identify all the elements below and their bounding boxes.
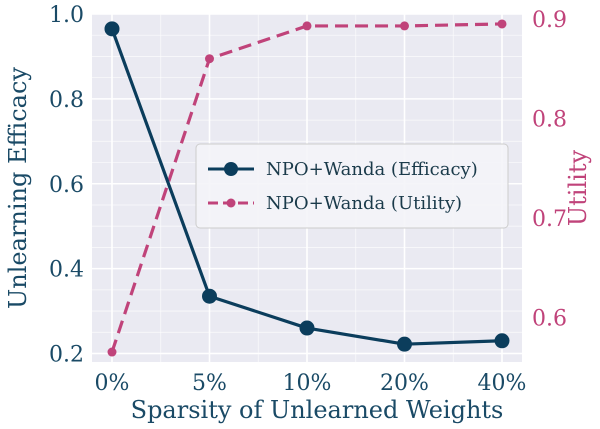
legend-marker-utility [226, 198, 236, 208]
data-point-efficacy [397, 336, 412, 352]
data-point-efficacy [299, 320, 315, 336]
x-tick-label: 0% [95, 371, 130, 396]
y-axis-label-right: Utility [564, 150, 592, 227]
y-tick-left-label: 0.2 [49, 343, 84, 368]
data-point-utility [400, 21, 409, 31]
y-tick-left-label: 0.4 [49, 258, 84, 283]
y-tick-right-label: 0.6 [532, 306, 567, 331]
data-point-utility [107, 347, 117, 357]
data-point-efficacy [202, 288, 217, 304]
x-tick-label: 10% [283, 371, 332, 396]
x-axis-ticks: 0% 5% 10% 20% 40% [95, 371, 527, 396]
legend-box [195, 143, 509, 229]
y-tick-left-label: 1.0 [49, 3, 84, 28]
y-tick-right-label: 0.7 [532, 207, 567, 232]
y-tick-right-label: 0.8 [532, 107, 567, 132]
legend-marker-efficacy [224, 162, 238, 176]
y-tick-left-label: 0.8 [49, 88, 84, 113]
y-tick-left-label: 0.6 [49, 173, 84, 198]
legend-label-utility: NPO+Wanda (Utility) [266, 193, 462, 214]
right-axis-ticks: 0.6 0.7 0.8 0.9 [532, 8, 567, 331]
left-axis-ticks: 0.2 0.4 0.6 0.8 1.0 [49, 3, 84, 368]
y-axis-label-left: Unlearning Efficacy [4, 67, 32, 309]
data-point-efficacy [494, 333, 510, 349]
data-point-utility [497, 19, 507, 29]
legend: NPO+Wanda (Efficacy) NPO+Wanda (Utility) [195, 143, 509, 229]
x-axis-label: Sparsity of Unlearned Weights [131, 396, 504, 424]
x-tick-label: 40% [478, 371, 527, 396]
x-tick-label: 5% [192, 371, 227, 396]
data-point-efficacy [104, 21, 120, 37]
data-point-utility [205, 54, 214, 64]
y-tick-right-label: 0.9 [532, 8, 567, 33]
x-tick-label: 20% [380, 371, 429, 396]
data-point-utility [302, 21, 312, 31]
series-layer [104, 19, 510, 357]
legend-label-efficacy: NPO+Wanda (Efficacy) [266, 159, 478, 180]
